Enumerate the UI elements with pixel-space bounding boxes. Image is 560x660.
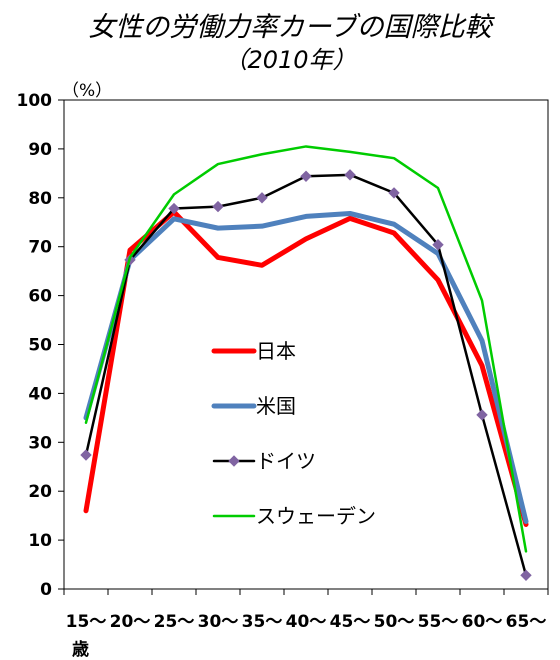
series-line-3 [84,145,528,553]
x-tick-label: 40～ [286,612,327,632]
data-point [520,569,532,582]
chart-title: 女性の労働力率カーブの国際比較 [88,12,495,43]
y-tick-label: 60 [28,287,52,307]
x-tick-label: 60～ [462,612,503,632]
x-tick-label: 20～ [110,612,151,632]
x-tick-label: 25～ [154,612,195,632]
y-tick-label: 50 [28,336,52,356]
x-tick-label: 55～ [418,612,459,632]
data-point [168,202,180,215]
legend-label: 米国 [256,394,296,418]
x-tick-label: 15～ [66,612,107,632]
series-line-0 [83,209,529,527]
y-tick-label: 20 [28,482,52,502]
y-tick-label: 30 [28,433,52,453]
series-line-1 [83,210,529,525]
data-point [212,200,224,213]
plot-area: 0 10 20 30 40 50 60 70 80 90 100 15～ 20～ 25～ 30～ 35～ 40～… [17,91,549,632]
y-tick-label: 100 [17,91,53,111]
data-point [344,169,356,181]
legend-marker [228,455,240,467]
y-tick-label: 90 [28,140,52,160]
data-point [432,239,444,251]
y-axis-unit-label: （%） [62,81,112,101]
y-tick-label: 70 [28,238,52,258]
data-point [300,170,312,182]
data-point [388,187,400,199]
y-tick-label: 0 [40,580,52,600]
legend-label: ドイツ [256,449,316,473]
legend-label: スウェーデン [256,504,376,528]
x-axis-suffix-label: 歳 [72,639,89,660]
chart-subtitle: （2010年） [223,46,356,74]
data-point [256,192,268,204]
y-tick-label: 40 [28,384,52,404]
x-tick-label: 30～ [198,612,239,632]
x-tick-label: 50～ [374,612,415,632]
legend-label: 日本 [256,339,296,363]
x-tick-label: 45～ [330,612,371,632]
y-tick-label: 80 [28,189,52,209]
data-point [80,449,92,461]
data-point [476,409,488,421]
x-tick-label: 65～ [506,612,547,632]
y-tick-label: 10 [28,531,52,551]
x-tick-label: 35～ [242,612,283,632]
